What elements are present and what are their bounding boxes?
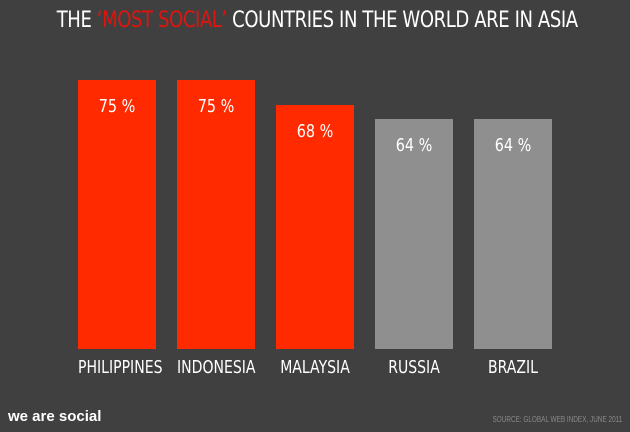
category-label: BRAZIL (487, 357, 538, 378)
bar-malaysia: 68 % (276, 105, 354, 349)
brand-logo: we are social (8, 408, 102, 425)
title-highlight: ‘MOST SOCIAL’ (96, 8, 227, 33)
bar-value-label: 75 % (98, 96, 136, 117)
bar-value-label: 75 % (197, 96, 235, 117)
bar-value-label: 68 % (296, 121, 334, 142)
title-prefix: THE (56, 8, 97, 33)
source-note: SOURCE: GLOBAL WEB INDEX, JUNE 2011 (492, 415, 622, 424)
category-label: PHILIPPINES (78, 357, 163, 378)
bar-indonesia: 75 % (177, 80, 255, 349)
bar-value-label: 64 % (395, 135, 433, 156)
chart-title: THE ‘MOST SOCIAL’ COUNTRIES IN THE WORLD… (56, 8, 578, 33)
bar-russia: 64 % (375, 119, 453, 349)
category-label: INDONESIA (177, 357, 256, 378)
bar-philippines: 75 % (78, 80, 156, 349)
bar-brazil: 64 % (474, 119, 552, 349)
bar-value-label: 64 % (494, 135, 532, 156)
title-suffix: COUNTRIES IN THE WORLD ARE IN ASIA (226, 8, 578, 33)
category-label: RUSSIA (388, 357, 440, 378)
category-label: MALAYSIA (280, 357, 350, 378)
